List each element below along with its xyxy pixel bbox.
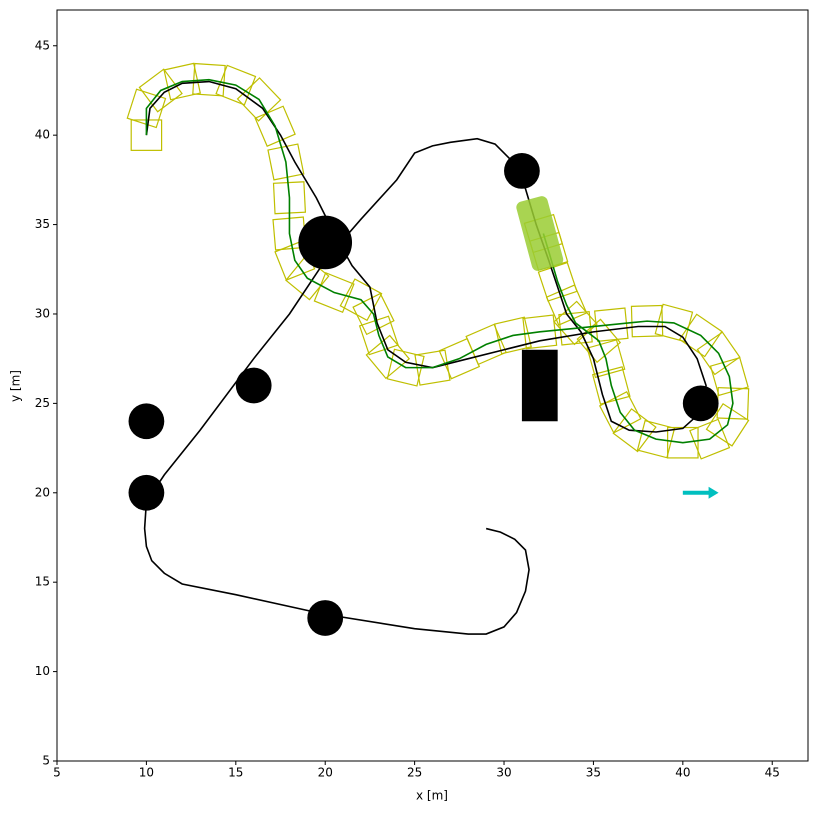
footprint (414, 349, 451, 386)
y-tick-label: 25 (35, 396, 50, 410)
x-tick-label: 15 (228, 766, 243, 780)
obstacle (128, 403, 165, 440)
y-tick-label: 40 (35, 128, 50, 142)
x-tick-label: 20 (318, 766, 333, 780)
x-tick-label: 40 (675, 766, 690, 780)
footprint (493, 316, 532, 355)
y-axis-label: y [m] (9, 370, 23, 402)
y-tick-label: 10 (35, 664, 50, 678)
footprint (586, 339, 626, 379)
x-tick-label: 5 (53, 766, 61, 780)
path-line (145, 78, 734, 444)
x-tick-label: 30 (496, 766, 511, 780)
footprint (254, 105, 296, 147)
footprint (636, 419, 676, 459)
footprint (630, 304, 664, 338)
obstacle (307, 600, 344, 636)
footprint (465, 323, 507, 366)
footprint (126, 88, 167, 129)
plot-area (126, 62, 750, 636)
footprint (386, 348, 425, 387)
footprint (689, 418, 731, 460)
footprint (236, 77, 282, 122)
block-obstacle (521, 349, 558, 422)
obstacle (504, 153, 540, 189)
footprint (192, 62, 226, 97)
footprint (267, 143, 305, 181)
footprint (612, 408, 657, 453)
y-tick-label: 5 (42, 754, 50, 768)
footprint (598, 391, 642, 434)
footprint (576, 318, 622, 364)
footprint (365, 334, 411, 380)
x-axis-label: x [m] (416, 789, 448, 803)
x-tick-label: 25 (407, 766, 422, 780)
obstacle (682, 385, 719, 422)
y-tick-label: 35 (35, 217, 50, 231)
footprint (138, 68, 183, 113)
y-tick-label: 45 (35, 38, 50, 52)
axes-frame (56, 9, 809, 762)
path-line (143, 80, 707, 635)
footprint (352, 292, 395, 336)
footprint (705, 402, 750, 447)
footprint (215, 64, 257, 106)
arrow-head (708, 486, 719, 499)
obstacle (128, 474, 165, 511)
footprint (358, 315, 399, 356)
y-tick-label: 30 (35, 306, 50, 320)
footprint (678, 313, 723, 358)
obstacle (298, 215, 353, 270)
obstacle (235, 367, 272, 404)
y-tick-label: 20 (35, 485, 50, 499)
footprint (591, 366, 631, 405)
x-tick-label: 35 (586, 766, 601, 780)
vehicle (516, 196, 564, 271)
y-tick-label: 15 (35, 575, 50, 589)
footprint (313, 271, 355, 314)
x-tick-label: 45 (765, 766, 780, 780)
footprint (709, 357, 749, 397)
footprint (696, 331, 741, 376)
footprint (163, 62, 202, 101)
x-tick-label: 10 (139, 766, 154, 780)
